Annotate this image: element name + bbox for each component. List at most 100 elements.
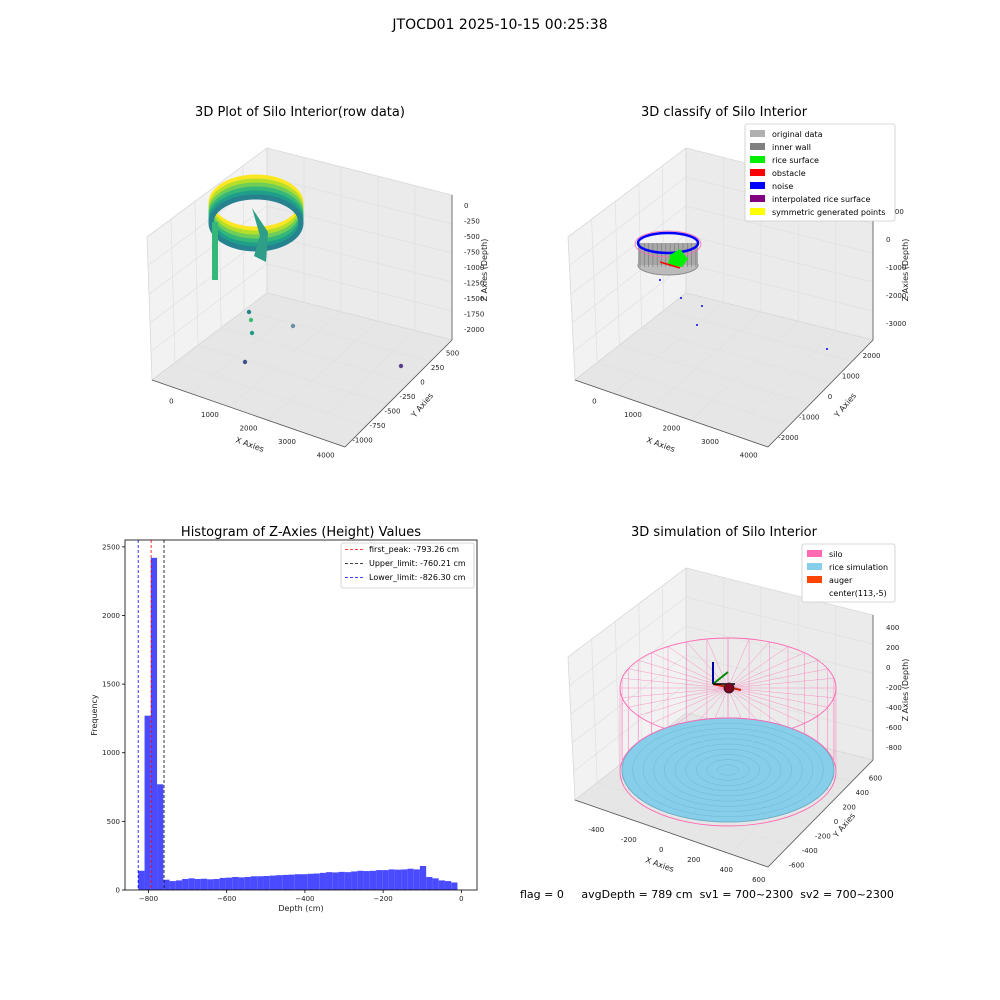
grid-line bbox=[614, 621, 620, 766]
grid-line bbox=[591, 639, 598, 783]
z-tick-label: -1250 bbox=[464, 280, 484, 288]
grid-line bbox=[663, 310, 853, 362]
grid-line bbox=[614, 201, 620, 346]
x-tick-label: −600 bbox=[217, 895, 236, 903]
silo-spoke bbox=[622, 687, 729, 699]
plot-frame bbox=[124, 539, 478, 891]
noise-point bbox=[680, 297, 682, 299]
grid-line bbox=[194, 201, 199, 346]
grid-line bbox=[690, 320, 799, 421]
grid-line bbox=[591, 219, 598, 363]
z-tick-label: -1750 bbox=[464, 311, 484, 319]
grid-line bbox=[197, 344, 388, 405]
y-tick-label: 0 bbox=[828, 393, 832, 401]
y-tick-label: 2000 bbox=[102, 612, 120, 620]
silo-spoke bbox=[686, 641, 729, 689]
grid-line bbox=[685, 205, 874, 254]
rice-mesh-ring bbox=[717, 764, 739, 776]
rice-mesh-ring bbox=[632, 722, 824, 818]
panel-classify: 3D classify of Silo Interior 0 1000 2000 300… bbox=[567, 105, 910, 459]
x-tick-label: −800 bbox=[139, 895, 158, 903]
histogram-bar bbox=[344, 872, 352, 890]
legend-label: original data bbox=[772, 130, 823, 139]
noise-ring bbox=[636, 231, 700, 255]
legend-swatch bbox=[807, 550, 822, 557]
silo-spoke bbox=[727, 638, 750, 689]
histogram-bar bbox=[213, 879, 220, 890]
histogram-bar bbox=[426, 876, 433, 890]
z-tick-label: -2000 bbox=[464, 326, 484, 334]
rice-mesh-ring bbox=[642, 728, 814, 812]
y-tick-label: -600 bbox=[789, 862, 805, 870]
legend-swatch bbox=[750, 208, 765, 215]
x-tick-label: 3000 bbox=[701, 438, 719, 446]
outlier-point bbox=[242, 359, 248, 365]
panel-raw-data: 3D Plot of Silo Interior(row data) 0 1000 2… bbox=[146, 105, 489, 459]
y-tick-label: 600 bbox=[869, 774, 882, 782]
noise-point bbox=[659, 279, 661, 281]
y-tick-label: -750 bbox=[370, 422, 386, 430]
x-tick-label: 600 bbox=[752, 876, 765, 884]
y-tick-label: 200 bbox=[842, 803, 855, 811]
rice-mesh-ring bbox=[653, 733, 803, 807]
z-tick-label: -1000 bbox=[464, 264, 484, 272]
x-tick-label: 2000 bbox=[663, 425, 681, 433]
histogram-bar bbox=[219, 877, 226, 890]
histogram-bar bbox=[257, 876, 264, 890]
histogram-bar bbox=[294, 874, 301, 890]
legend-label: obstacle bbox=[772, 169, 806, 178]
histogram-bar bbox=[175, 880, 183, 890]
grid-line bbox=[266, 263, 453, 312]
histogram-bar bbox=[157, 784, 164, 890]
histogram-bar bbox=[275, 875, 283, 890]
z-tick-label: -250 bbox=[464, 217, 480, 225]
x-tick-label: −200 bbox=[374, 895, 393, 903]
rice-surface-cluster bbox=[252, 208, 268, 262]
histogram-bar bbox=[200, 878, 208, 890]
z-tick-label: -750 bbox=[464, 248, 480, 256]
grid-line bbox=[638, 603, 642, 748]
y-tick-label: 250 bbox=[431, 364, 444, 372]
grid-line bbox=[569, 596, 687, 686]
x-axis-label: Depth (cm) bbox=[278, 904, 323, 913]
histogram-bar bbox=[413, 869, 420, 890]
histogram-bar bbox=[382, 870, 389, 890]
x-tick-label: 2000 bbox=[240, 425, 258, 433]
obstacle-mark bbox=[659, 261, 681, 269]
legend-label: Upper_limit: -760.21 cm bbox=[369, 559, 466, 568]
histogram-bar bbox=[282, 874, 289, 890]
y-tick-label: 0 bbox=[420, 378, 424, 386]
y-tick-label: 500 bbox=[107, 818, 120, 826]
legend-label: rice simulation bbox=[829, 563, 888, 572]
panel-title: 3D Plot of Silo Interior(row data) bbox=[195, 105, 405, 120]
y-tick-label: -500 bbox=[385, 408, 401, 416]
x-tick-label: 0 bbox=[459, 895, 463, 903]
y-axis-line bbox=[344, 339, 453, 448]
auger-center-marker bbox=[723, 682, 735, 694]
histogram-bar bbox=[451, 882, 458, 890]
z-tick-label: -3000 bbox=[886, 320, 906, 328]
grid-line bbox=[685, 263, 874, 312]
noise-point bbox=[826, 348, 828, 350]
histogram-bar bbox=[407, 868, 414, 890]
noise-point bbox=[696, 324, 698, 326]
outlier-point bbox=[290, 323, 296, 329]
histogram-bar bbox=[225, 877, 233, 890]
z-tick-label: -500 bbox=[464, 233, 480, 241]
grid-line bbox=[148, 205, 268, 295]
status-sv2: sv2 = 700~2300 bbox=[800, 888, 894, 901]
histogram-bar bbox=[207, 879, 214, 890]
y-tick-label: -250 bbox=[400, 393, 416, 401]
grid-line bbox=[573, 683, 687, 772]
outline-ring bbox=[634, 230, 702, 258]
z-tick-label: -200 bbox=[886, 684, 902, 692]
rice-surface-patch bbox=[668, 249, 688, 267]
outlier-point bbox=[246, 309, 252, 315]
histogram-bar bbox=[269, 875, 276, 890]
x-axis-label: X Axies bbox=[644, 855, 675, 874]
status-sv1: sv1 = 700~2300 bbox=[699, 888, 794, 901]
legend-swatch bbox=[750, 182, 765, 189]
grid-line bbox=[685, 683, 874, 732]
legend-swatch bbox=[807, 576, 822, 583]
